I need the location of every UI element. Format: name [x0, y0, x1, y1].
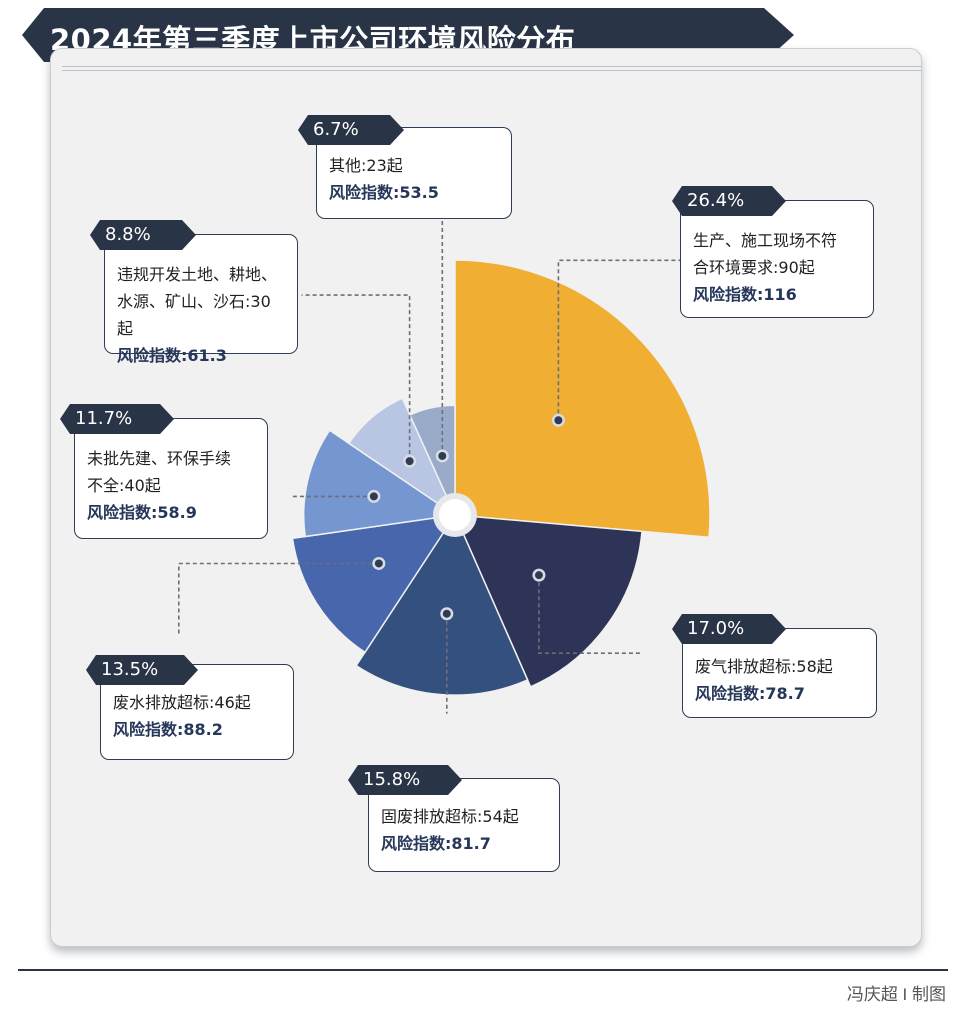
percent-label: 6.7%: [313, 119, 359, 140]
leader-dot: [374, 559, 383, 568]
credit-text: 冯庆超 I 制图: [846, 985, 946, 1004]
risk-index-label: 风险指数:58.9: [87, 503, 197, 522]
percent-tag-shape: [672, 186, 786, 216]
percent-label: 11.7%: [75, 408, 133, 429]
category-label-line2: 合环境要求:90起: [693, 258, 815, 277]
leader-line: [538, 575, 640, 654]
leader-line: [178, 562, 379, 634]
category-label-line2: 不全:40起: [87, 476, 161, 495]
percent-tag: 8.8%: [90, 220, 202, 250]
leader-dot: [369, 492, 378, 501]
category-label: 废气排放超标:58起: [695, 657, 833, 676]
annotation-card: 生产、施工现场不符 合环境要求:90起 风险指数:116: [680, 200, 874, 318]
category-label: 其他:23起: [329, 156, 403, 175]
rose-slice: [347, 397, 457, 518]
percent-tag: 11.7%: [60, 404, 180, 434]
category-label: 固废排放超标:54起: [381, 807, 519, 826]
percent-tag-shape: [90, 220, 196, 250]
category-label: 未批先建、环保手续: [87, 449, 232, 468]
annotation-card: 废水排放超标:46起 风险指数:88.2: [100, 664, 294, 760]
annotation-card: 违规开发土地、耕地、水源、矿山、沙石:30起风险指数:61.3: [104, 234, 298, 365]
annotation-card: 未批先建、环保手续 不全:40起风险指数:58.9: [74, 418, 268, 539]
risk-index-label: 风险指数:53.5: [329, 183, 439, 202]
percent-tag: 26.4%: [672, 186, 792, 216]
center-hole: [439, 499, 471, 531]
leader-dot: [405, 457, 414, 466]
category-label: 废水排放超标:46起: [113, 693, 251, 712]
percent-label: 26.4%: [687, 190, 745, 211]
risk-index-label: 风险指数:81.7: [381, 834, 491, 853]
risk-index-label: 风险指数:61.3: [117, 346, 227, 365]
percent-tag-shape: [672, 614, 786, 644]
rose-slice: [355, 513, 529, 696]
percent-tag: 17.0%: [672, 614, 792, 644]
percent-label: 13.5%: [101, 659, 159, 680]
percent-tag: 15.8%: [348, 765, 468, 795]
percent-tag: 13.5%: [86, 655, 204, 685]
rose-slice: [291, 514, 457, 654]
risk-index-label: 风险指数:116: [693, 285, 797, 304]
percent-label: 17.0%: [687, 618, 745, 639]
category-label: 生产、施工现场不符: [693, 231, 838, 250]
rose-slice: [408, 404, 456, 516]
risk-index-label: 风险指数:88.2: [113, 720, 223, 739]
rose-slice: [302, 429, 458, 538]
risk-index-label: 风险指数:78.7: [695, 684, 805, 703]
percent-tag-shape: [60, 404, 174, 434]
percent-label: 8.8%: [105, 224, 151, 245]
decorative-lines: [62, 66, 922, 74]
footer-rule: [18, 969, 948, 971]
category-label-line2: 水源、矿山、沙石:30起: [117, 292, 271, 338]
leader-line: [301, 294, 411, 462]
leader-dot: [534, 571, 543, 580]
leader-dot: [442, 609, 451, 618]
category-label: 违规开发土地、耕地、: [117, 265, 278, 284]
leader-dot: [438, 451, 447, 460]
percent-tag: 6.7%: [298, 115, 410, 145]
rose-slice: [453, 514, 643, 688]
percent-tag-shape: [348, 765, 462, 795]
leader-dot: [554, 416, 563, 425]
percent-tag-shape: [86, 655, 198, 685]
rose-slice: [454, 259, 711, 539]
percent-tag-shape: [298, 115, 404, 145]
percent-label: 15.8%: [363, 769, 421, 790]
